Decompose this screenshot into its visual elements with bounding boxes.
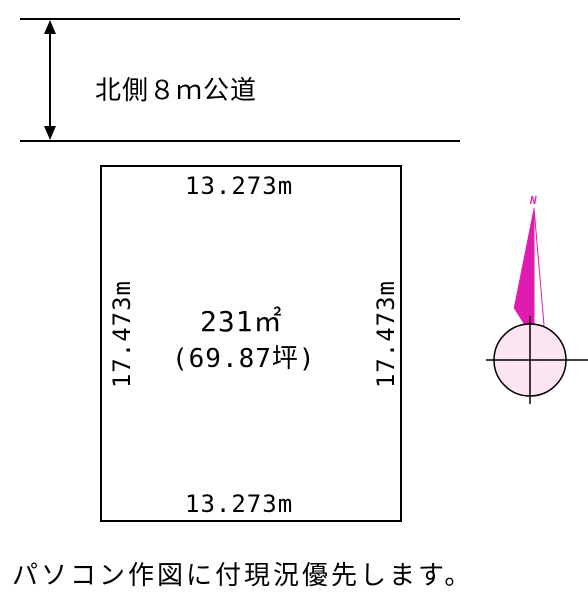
- plot-area-m2: 231㎡: [200, 300, 283, 340]
- plot-left-line: [100, 165, 102, 522]
- plot-right-line: [400, 165, 402, 522]
- footnote-text: パソコン作図に付現況優先します。: [12, 555, 473, 592]
- road-arrow-shaft: [49, 30, 51, 130]
- compass-icon: N: [480, 190, 588, 420]
- plot-right-dim: 17.473m: [372, 280, 400, 388]
- road-arrow-down-icon: [44, 126, 56, 140]
- road-bottom-line: [20, 140, 460, 142]
- road-label: 北側８ｍ公道: [95, 70, 257, 107]
- plot-top-line: [100, 165, 400, 167]
- plot-bottom-line: [100, 520, 402, 522]
- plot-left-dim: 17.473m: [108, 280, 136, 388]
- diagram-stage: 北側８ｍ公道 13.273m 13.273m 17.473m 17.473m 2…: [0, 0, 588, 600]
- road-top-line: [20, 18, 460, 20]
- plot-bottom-dim: 13.273m: [185, 490, 293, 518]
- plot-top-dim: 13.273m: [185, 172, 293, 200]
- compass-n-label: N: [529, 194, 537, 207]
- plot-area-tsubo: (69.87坪): [172, 338, 316, 375]
